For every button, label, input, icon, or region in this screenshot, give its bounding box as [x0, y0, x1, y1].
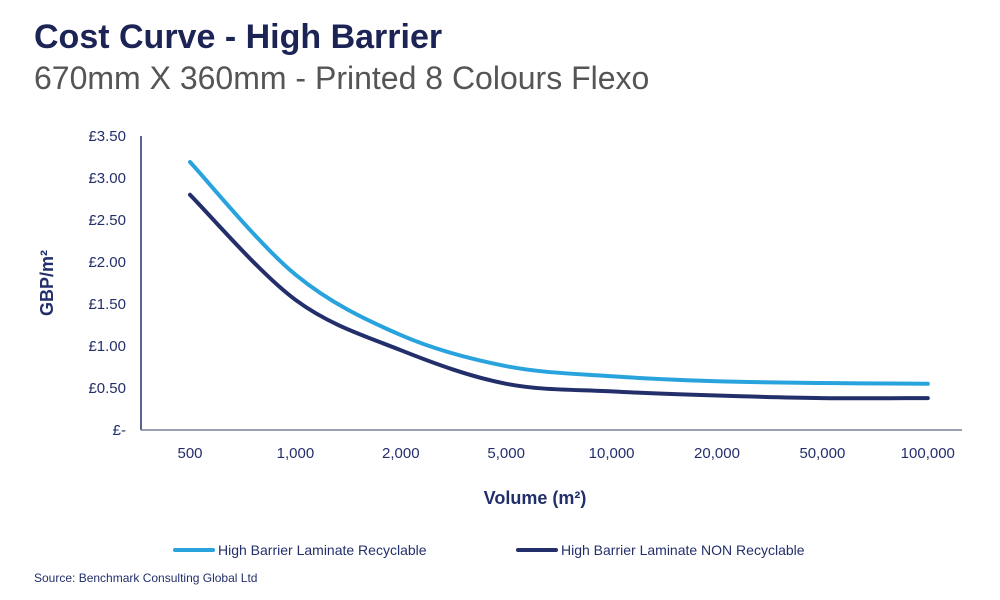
y-tick-label: £3.50 — [88, 128, 126, 145]
y-tick-label: £3.00 — [88, 170, 126, 187]
chart-title: Cost Curve - High Barrier — [34, 18, 443, 56]
series-line-1 — [188, 160, 930, 386]
x-tick-label: 5,000 — [487, 445, 525, 462]
y-tick-label: £2.50 — [88, 212, 126, 229]
x-axis-title: Volume (m²) — [484, 488, 587, 508]
series-line-2 — [188, 192, 930, 401]
y-tick-label: £0.50 — [88, 380, 126, 397]
x-tick-label: 500 — [177, 445, 202, 462]
x-tick-label: 50,000 — [799, 445, 845, 462]
x-tick-label: 10,000 — [589, 445, 635, 462]
legend-label-1: High Barrier Laminate Recyclable — [218, 542, 427, 558]
x-tick-label: 100,000 — [901, 445, 955, 462]
chart-subtitle: 670mm X 360mm - Printed 8 Colours Flexo — [34, 60, 650, 96]
x-tick-label: 1,000 — [277, 445, 315, 462]
y-tick-label: £2.00 — [88, 254, 126, 271]
y-tick-label: £- — [113, 422, 126, 439]
y-tick-label: £1.50 — [88, 296, 126, 313]
x-tick-label: 20,000 — [694, 445, 740, 462]
x-tick-label: 2,000 — [382, 445, 420, 462]
source-note: Source: Benchmark Consulting Global Ltd — [34, 571, 258, 585]
y-axis-title: GBP/m² — [37, 250, 57, 316]
y-tick-label: £1.00 — [88, 338, 126, 355]
legend-label-2: High Barrier Laminate NON Recyclable — [561, 542, 805, 558]
